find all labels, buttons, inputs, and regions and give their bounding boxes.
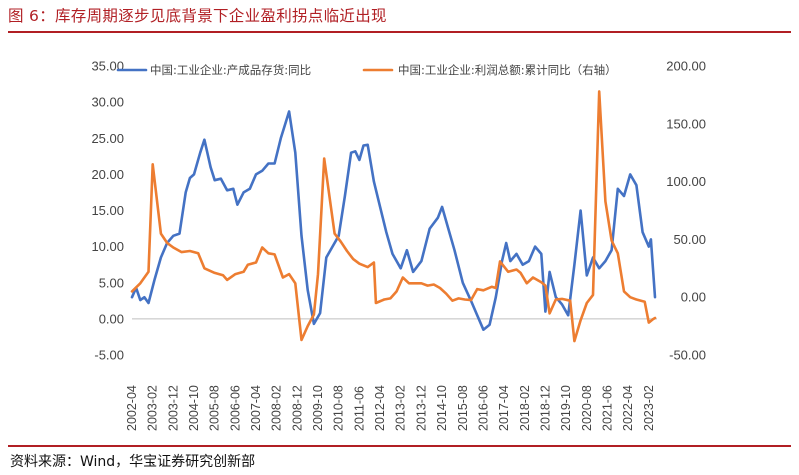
footer-divider xyxy=(8,445,791,447)
chart-series xyxy=(130,90,657,343)
chart-axes: -5.00 0.00 5.00 10.00 15.00 20.00 25.00 30.00 35… xyxy=(91,59,706,432)
x-tick-label: 2003-02 xyxy=(146,385,160,431)
y-right-tick-label: 0.00 xyxy=(681,290,706,305)
x-tick-label: 2008-12 xyxy=(290,385,304,431)
y-left-tick-label: 0.00 xyxy=(99,311,124,326)
x-tick-label: 2013-02 xyxy=(394,385,408,431)
x-tick-label: 2021-06 xyxy=(600,385,614,431)
x-tick-label: 2019-10 xyxy=(559,385,573,431)
y-right-tick-label: 200.00 xyxy=(666,59,706,74)
chart-area: -5.00 0.00 5.00 10.00 15.00 20.00 25.00 30.00 35… xyxy=(91,59,706,432)
x-tick-label: 2023-02 xyxy=(642,385,656,431)
y-left-tick-label: 35.00 xyxy=(91,59,124,74)
chart-legend: 中国:工业企业:产成品存货:同比 中国:工业企业:利润总额:累计同比（右轴） xyxy=(116,63,617,77)
x-tick-label: 2010-08 xyxy=(332,385,346,431)
x-tick-label: 2008-02 xyxy=(270,385,284,431)
title-divider xyxy=(8,31,791,33)
y-left-tick-label: 30.00 xyxy=(91,95,124,110)
x-tick-label: 2016-06 xyxy=(476,385,490,431)
x-tick-label: 2006-06 xyxy=(228,385,242,431)
x-tick-label: 2011-06 xyxy=(352,386,366,431)
y-left-tick-label: 20.00 xyxy=(91,167,124,182)
x-tick-label: 2007-04 xyxy=(249,385,263,431)
x-tick-label: 2020-08 xyxy=(580,385,594,431)
x-tick-label: 2009-10 xyxy=(311,385,325,431)
x-tick-label: 2018-12 xyxy=(538,385,552,431)
x-tick-label: 2014-10 xyxy=(435,385,449,431)
legend-label: 中国:工业企业:产成品存货:同比 xyxy=(150,63,311,77)
y-right-tick-label: 150.00 xyxy=(666,116,706,131)
y-left-tick-label: 15.00 xyxy=(91,203,124,218)
x-tick-label: 2017-04 xyxy=(497,385,511,431)
legend-label: 中国:工业企业:利润总额:累计同比（右轴） xyxy=(398,63,617,77)
x-tick-label: 2015-08 xyxy=(456,385,470,431)
x-tick-label: 2012-04 xyxy=(373,385,387,431)
chart-title: 图 6：库存周期逐步见底背景下企业盈利拐点临近出现 xyxy=(8,7,387,25)
y-left-tick-label: 25.00 xyxy=(91,131,124,146)
y-right-tick-label: -50.00 xyxy=(669,348,706,363)
y-left-tick-label: -5.00 xyxy=(94,348,124,363)
x-tick-label: 2018-02 xyxy=(518,385,532,431)
y-left-tick-label: 10.00 xyxy=(91,239,124,254)
x-tick-label: 2005-08 xyxy=(208,385,222,431)
x-tick-label: 2022-04 xyxy=(621,385,635,431)
x-tick-label: 2002-04 xyxy=(125,385,139,431)
y-right-tick-label: 50.00 xyxy=(673,232,706,247)
series-line-inventory xyxy=(130,110,657,331)
source-note: 资料来源：Wind，华宝证券研究创新部 xyxy=(10,454,256,470)
series-line-profit xyxy=(130,90,657,343)
x-tick-label: 2003-12 xyxy=(166,385,180,431)
y-right-tick-label: 100.00 xyxy=(666,174,706,189)
x-tick-label: 2004-10 xyxy=(187,385,201,431)
x-tick-label: 2013-12 xyxy=(414,385,428,431)
y-left-tick-label: 5.00 xyxy=(99,275,124,290)
